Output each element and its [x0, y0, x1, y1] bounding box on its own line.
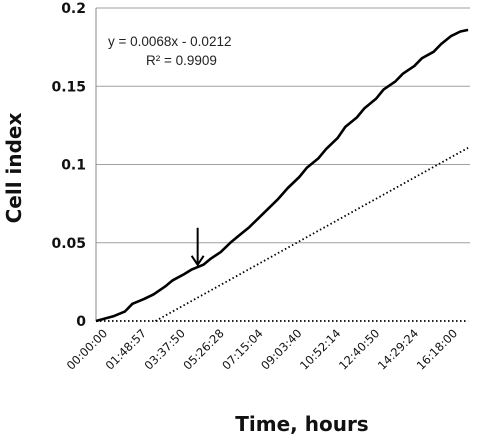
x-tick-label: 09:03:40 [258, 326, 304, 372]
y-tick-label: 0 [76, 314, 86, 330]
x-tick-label: 05:26:28 [180, 326, 226, 372]
x-tick-label: 10:52:14 [297, 326, 343, 372]
x-tick-label: 14:29:24 [375, 326, 421, 372]
y-tick-label: 0.15 [51, 79, 86, 95]
trendline-equation: y = 0.0068x - 0.0212 [108, 34, 231, 49]
annotations [190, 227, 205, 267]
y-tick-label: 0.2 [61, 1, 86, 17]
arrow-head-icon [190, 255, 205, 267]
series-line-dotted-1 [155, 147, 469, 322]
series-line-cell-index [95, 28, 469, 323]
x-ticks: 00:00:0001:48:5703:37:5005:26:2807:15:04… [64, 326, 460, 372]
y-ticks: 0 0.05 0.1 0.15 0.2 [51, 1, 86, 330]
x-tick-label: 16:18:00 [414, 326, 460, 372]
x-tick-label: 03:37:50 [141, 326, 187, 372]
series [95, 28, 469, 323]
y-tick-label: 0.1 [61, 158, 86, 174]
y-axis-title: Cell index [2, 113, 26, 224]
x-tick-label: 12:40:50 [336, 326, 382, 372]
x-axis-title: Time, hours [235, 412, 368, 436]
y-tick-label: 0.05 [51, 236, 86, 252]
trendline-r-squared: R² = 0.9909 [146, 53, 217, 68]
x-tick-label: 00:00:00 [64, 326, 110, 372]
x-tick-label: 01:48:57 [103, 326, 149, 372]
x-tick-label: 07:15:04 [219, 326, 265, 372]
grid [95, 7, 470, 321]
